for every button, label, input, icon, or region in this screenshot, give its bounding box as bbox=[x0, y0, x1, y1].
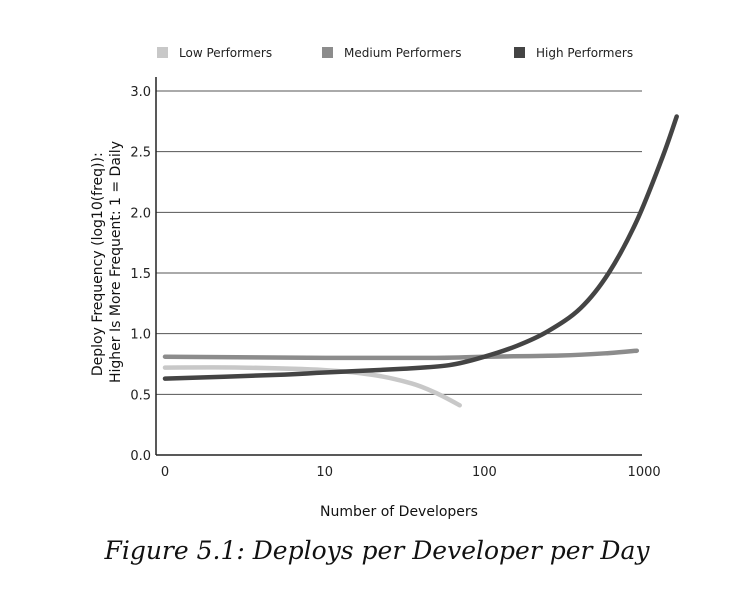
series-line-medium-performers bbox=[162, 348, 640, 361]
legend: Low Performers Medium Performers High Perf… bbox=[157, 46, 633, 60]
y-gridlines bbox=[156, 90, 642, 456]
figure-caption: Figure 5.1: Deploys per Developer per Da… bbox=[104, 536, 650, 565]
x-tick-labels: 0 10 100 1000 bbox=[161, 465, 661, 480]
y-tick-label: 3.0 bbox=[130, 85, 151, 100]
x-axis-title: Number of Developers bbox=[320, 504, 478, 520]
x-tick-label: 0 bbox=[161, 465, 169, 480]
y-axis-title: Deploy Frequency (log10(freq)): Higher I… bbox=[90, 141, 124, 383]
legend-label-low-performers: Low Performers bbox=[179, 46, 272, 60]
y-tick-label: 1.5 bbox=[130, 267, 151, 282]
legend-swatch-high-performers bbox=[514, 47, 525, 58]
x-tick-label: 100 bbox=[472, 465, 497, 480]
y-tick-label: 1.0 bbox=[130, 328, 151, 343]
legend-swatch-medium-performers bbox=[322, 47, 333, 58]
y-tick-labels: 0.0 0.5 1.0 1.5 2.0 2.5 3.0 bbox=[130, 85, 151, 464]
y-tick-label: 0.0 bbox=[130, 449, 151, 464]
series-line-low-performers bbox=[162, 365, 462, 408]
x-tick-label: 10 bbox=[316, 465, 333, 480]
axes bbox=[155, 77, 642, 456]
series-line-high-performers bbox=[162, 114, 679, 381]
legend-label-medium-performers: Medium Performers bbox=[344, 46, 461, 60]
y-axis-title-line-2: Higher Is More Frequent: 1 = Daily bbox=[108, 141, 124, 383]
legend-label-high-performers: High Performers bbox=[536, 46, 633, 60]
y-axis-title-line-1: Deploy Frequency (log10(freq)): bbox=[90, 152, 106, 376]
y-tick-label: 0.5 bbox=[130, 388, 151, 403]
deploy-frequency-chart: 0.0 0.5 1.0 1.5 2.0 2.5 3.0 0 10 100 1000 Low Per… bbox=[90, 46, 679, 520]
legend-swatch-low-performers bbox=[157, 47, 168, 58]
y-tick-label: 2.5 bbox=[130, 146, 151, 161]
y-tick-label: 2.0 bbox=[130, 206, 151, 221]
series-lines bbox=[162, 114, 679, 408]
x-tick-label: 1000 bbox=[628, 465, 661, 480]
